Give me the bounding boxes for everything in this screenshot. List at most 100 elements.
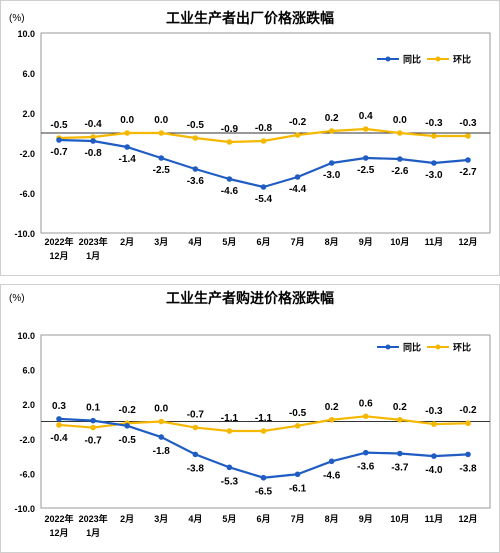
legend-item-mom: 环比 — [427, 54, 471, 65]
data-point-yoy — [431, 160, 437, 166]
data-label-yoy: -0.8 — [84, 148, 102, 159]
data-point-mom — [260, 428, 267, 434]
legend-item-mom: 环比 — [427, 342, 471, 353]
data-point-yoy — [362, 449, 369, 456]
data-label-yoy: -3.6 — [187, 176, 205, 187]
data-label-yoy: -0.7 — [50, 147, 68, 158]
data-label-yoy: 0.3 — [52, 401, 66, 412]
data-label-mom: -0.8 — [255, 123, 273, 134]
data-label-yoy: -6.5 — [255, 487, 273, 498]
data-label-mom: 0.0 — [393, 115, 407, 126]
data-label-mom: -1.1 — [255, 413, 273, 424]
data-point-mom — [362, 126, 369, 132]
data-label-yoy: -4.0 — [425, 465, 443, 476]
legend-item-yoy: 同比 — [377, 342, 421, 353]
data-label-yoy: -4.6 — [221, 186, 239, 197]
x-tick-label: 5月 — [222, 237, 236, 247]
x-tick-label: 11月 — [425, 514, 444, 524]
x-tick-label: 12月 — [49, 528, 68, 538]
data-point-yoy — [90, 138, 96, 144]
panel-divider — [0, 276, 500, 282]
x-tick-label: 1月 — [86, 528, 100, 538]
legend-swatch-marker — [435, 344, 441, 350]
y-tick-label: -10.0 — [14, 504, 35, 514]
data-label-yoy: -2.5 — [153, 165, 171, 176]
data-point-yoy — [158, 434, 165, 440]
data-label-mom: -0.3 — [425, 118, 443, 129]
x-tick-label: 2022年 — [44, 513, 73, 524]
data-label-mom: 0.0 — [154, 115, 168, 126]
data-point-mom — [192, 135, 199, 141]
data-point-yoy — [397, 450, 403, 457]
data-label-yoy: -2.7 — [459, 167, 477, 178]
data-label-mom: 0.2 — [325, 402, 339, 413]
data-label-yoy: -2.5 — [357, 165, 375, 176]
data-point-yoy — [328, 160, 335, 166]
data-point-mom — [362, 413, 369, 420]
data-label-mom: -0.4 — [84, 119, 102, 130]
chart-panel-producer-price: 工业生产者出厂价格涨跌幅 (%) 10.0 6.0 2.0 -2.0 -6.0 -10.0 20… — [0, 0, 500, 276]
data-label-mom: 0.2 — [325, 113, 339, 124]
x-tick-label: 2月 — [120, 237, 134, 247]
data-label-yoy: -3.8 — [187, 463, 205, 474]
y-tick-label: -6.0 — [19, 189, 35, 199]
data-label-mom: 0.0 — [120, 115, 134, 126]
x-tick-label: 2月 — [120, 514, 134, 524]
data-point-mom — [328, 128, 335, 134]
data-point-yoy — [192, 166, 199, 172]
x-tick-label: 12月 — [458, 237, 477, 247]
data-point-yoy — [124, 144, 130, 150]
data-point-mom — [90, 134, 96, 140]
data-point-yoy — [90, 417, 96, 424]
legend-swatch-marker — [385, 344, 391, 350]
data-point-yoy — [260, 184, 267, 190]
data-label-mom: -0.3 — [425, 406, 443, 417]
data-point-yoy — [226, 176, 233, 182]
data-point-mom — [465, 133, 471, 139]
data-point-mom — [328, 416, 335, 423]
data-label-yoy: -2.6 — [391, 166, 409, 177]
x-tick-label: 6月 — [256, 237, 270, 247]
data-label-mom: -0.7 — [187, 410, 205, 421]
data-label-yoy: -3.0 — [323, 170, 341, 181]
data-point-mom — [397, 130, 403, 136]
x-tick-label: 8月 — [325, 514, 339, 524]
y-tick-label: -10.0 — [14, 229, 35, 239]
data-label-mom: 0.6 — [359, 398, 373, 409]
x-tick-label: 9月 — [359, 237, 373, 247]
data-label-yoy: -5.3 — [221, 476, 239, 487]
data-point-mom — [56, 422, 62, 428]
x-tick-label: 11月 — [425, 237, 444, 247]
y-tick-label: -6.0 — [19, 469, 35, 479]
legend-label: 环比 — [453, 342, 471, 353]
x-tick-label: 4月 — [188, 237, 202, 247]
chart-purchase-price: 工业生产者购进价格涨跌幅 (%) 10.0 6.0 2.0 -2.0 -6.0 -10.0 20… — [9, 290, 491, 538]
data-label-mom: -0.4 — [50, 433, 68, 444]
data-point-yoy — [465, 451, 471, 458]
data-point-yoy — [226, 464, 233, 471]
chart-producer-price: 工业生产者出厂价格涨跌幅 (%) 10.0 6.0 2.0 -2.0 -6.0 -10.0 20… — [9, 10, 491, 261]
chart-panel-purchase-price: 工业生产者购进价格涨跌幅 (%) 10.0 6.0 2.0 -2.0 -6.0 -10.0 20… — [0, 284, 500, 553]
data-label-mom: -0.2 — [289, 117, 307, 128]
data-label-mom: -0.2 — [119, 405, 137, 416]
data-point-mom — [90, 424, 96, 431]
x-tick-label: 9月 — [359, 514, 373, 524]
x-tick-label: 7月 — [291, 514, 305, 524]
unit-label: (%) — [9, 293, 25, 304]
x-tick-label: 7月 — [291, 237, 305, 247]
y-tick-label: 6.0 — [22, 69, 35, 79]
data-point-mom — [431, 421, 437, 427]
legend-swatch-marker — [385, 56, 391, 62]
data-label-mom: -0.3 — [459, 118, 477, 129]
data-label-yoy: -0.5 — [119, 435, 137, 446]
x-tick-label: 5月 — [222, 514, 236, 524]
data-point-yoy — [397, 156, 403, 162]
data-label-yoy: -4.4 — [289, 184, 307, 195]
data-point-yoy — [158, 155, 165, 161]
y-tick-label: -2.0 — [19, 149, 35, 159]
data-label-yoy: -3.6 — [357, 462, 375, 473]
data-label-yoy: 0.1 — [86, 403, 100, 414]
x-tick-label: 6月 — [256, 514, 270, 524]
data-point-yoy — [294, 471, 301, 478]
data-point-mom — [158, 418, 165, 425]
